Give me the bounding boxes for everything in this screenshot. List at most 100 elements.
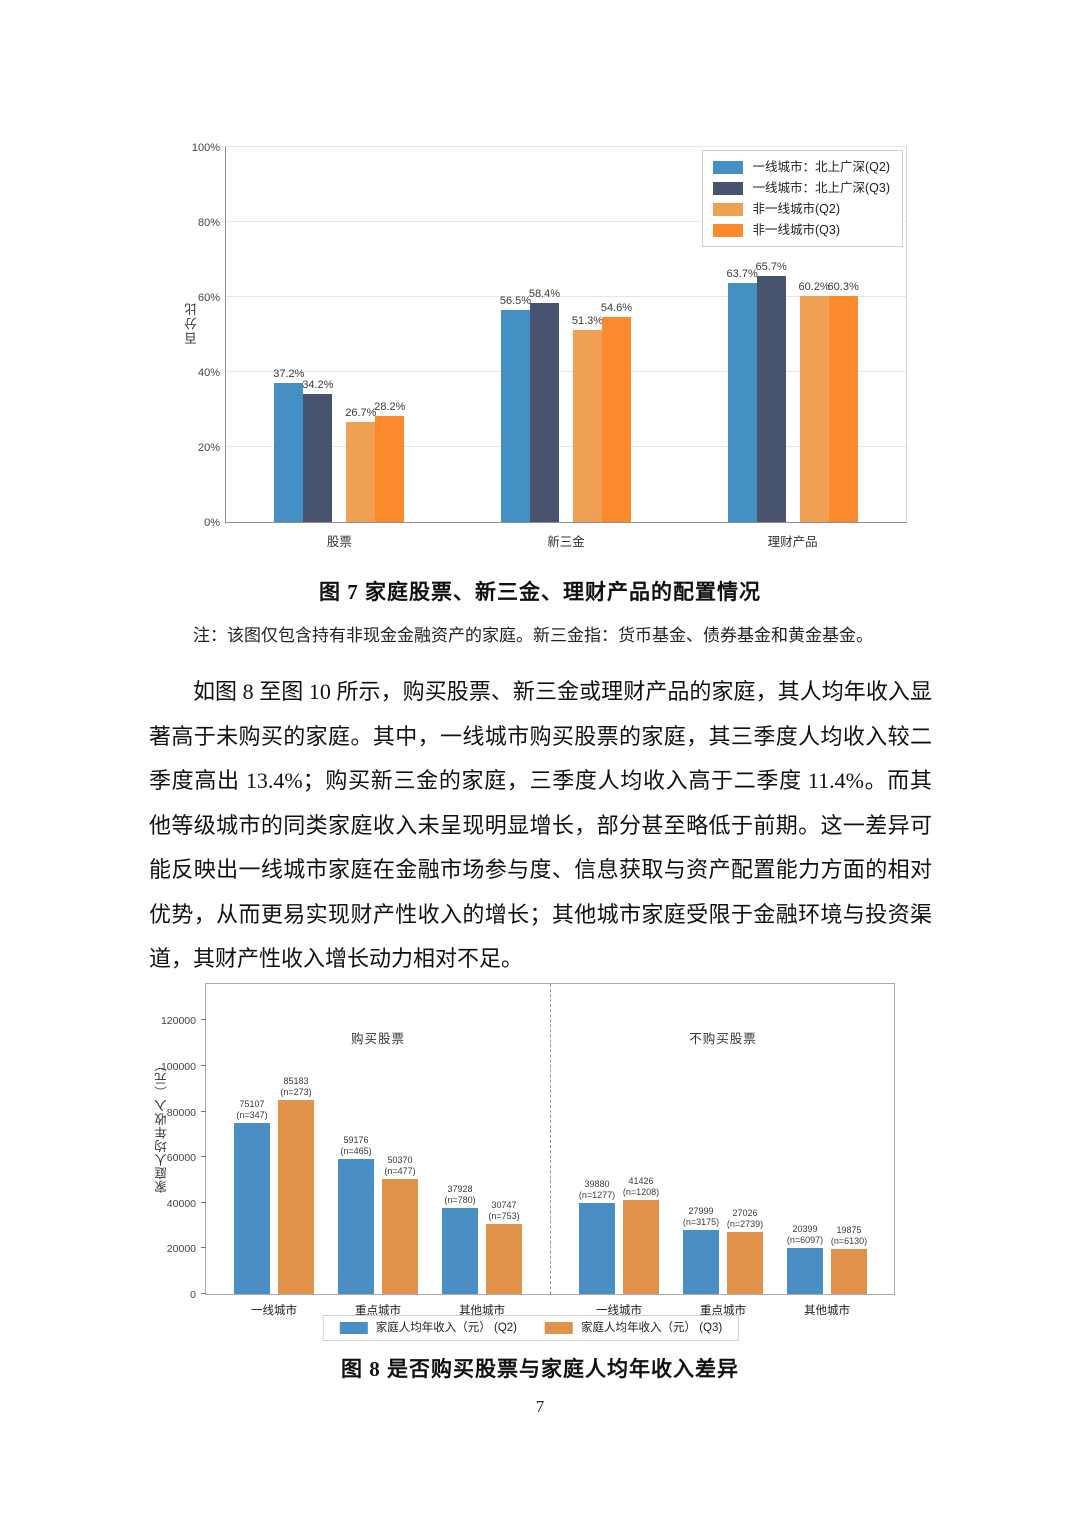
figure7-legend: 一线城市：北上广深(Q2) 一线城市：北上广深(Q3) 非一线城市(Q2) 非一线城市… <box>702 150 903 247</box>
bar: 41426 (n=1208) <box>623 1176 659 1294</box>
bar: 19875 (n=6130) <box>831 1225 867 1294</box>
page-number: 7 <box>535 1397 545 1416</box>
legend-label: 非一线城市(Q3) <box>752 223 840 237</box>
bar-value: 75107 <box>239 1098 265 1109</box>
legend-item: 一线城市：北上广深(Q2) <box>713 160 890 174</box>
category-group: 59176 (n=465) 50370 (n=477) 重点城市 <box>338 1135 418 1317</box>
category-group: 20399 (n=6097) 19875 (n=6130) 其他城市 <box>787 1224 867 1317</box>
y-axis-tick-label: 20% <box>197 442 220 454</box>
bar: 30747 (n=753) <box>486 1200 522 1294</box>
bar-value-label: 30747 (n=753) <box>488 1200 519 1222</box>
x-axis-category-label: 其他城市 <box>459 1305 505 1317</box>
legend-label: 一线城市：北上广深(Q2) <box>752 160 890 174</box>
legend-label: 一线城市：北上广深(Q3) <box>752 181 890 195</box>
bar-value-label: 58.4% <box>528 288 561 300</box>
gridline <box>226 296 906 297</box>
figure8-legend: 家庭人均年收入（元） (Q2) 家庭人均年收入（元） (Q3) <box>322 1315 740 1341</box>
y-axis-tick-label: 100000 <box>160 1061 196 1074</box>
bar-value-label: 27999 (n=3175) <box>683 1206 719 1228</box>
bar-sample-size: (n=780) <box>444 1194 476 1205</box>
bar-value-label: 56.5% <box>499 295 532 308</box>
gridline <box>226 446 906 447</box>
y-axis-tick-label: 60000 <box>166 1152 196 1165</box>
bar-value-label: 50370 (n=477) <box>384 1155 415 1177</box>
figure7-plot: 一线城市：北上广深(Q2) 一线城市：北上广深(Q3) 非一线城市(Q2) 非一线城市… <box>192 142 907 550</box>
x-axis-category-label: 新三金 <box>547 535 585 549</box>
bar-value-label: 26.7% <box>345 406 377 419</box>
bar: 20399 (n=6097) <box>787 1224 823 1294</box>
bar-value: 20399 <box>792 1223 818 1234</box>
bar-groups: 75107 (n=347) 85183 (n=273) 一线城市 59176 (n=465)… <box>206 984 550 1317</box>
bar: 56.5% <box>500 295 531 522</box>
y-axis-tick-mark <box>201 1065 206 1067</box>
legend-label: 家庭人均年收入（元） (Q3) <box>581 1322 723 1334</box>
bar-sample-size: (n=1208) <box>622 1186 660 1197</box>
category-group: 63.7% 65.7% 60.2% 60.3% 理财产品 <box>727 261 859 549</box>
bar-sample-size: (n=2739) <box>726 1219 764 1230</box>
x-axis-category-label: 重点城市 <box>355 1305 401 1317</box>
y-axis-tick-label: 120000 <box>160 1015 196 1028</box>
bar: 63.7% <box>727 268 758 522</box>
figure7-caption: 图 7 家庭股票、新三金、理财产品的配置情况 <box>319 580 761 604</box>
bar-value-label: 65.7% <box>755 260 787 273</box>
bar-value-label: 37928 (n=780) <box>444 1184 475 1206</box>
y-axis-tick-label: 40% <box>197 367 220 379</box>
y-axis-tick-label: 0% <box>204 517 220 529</box>
bar: 39880 (n=1277) <box>579 1179 615 1294</box>
bar-value: 30747 <box>491 1199 517 1210</box>
bar-sample-size: (n=1277) <box>578 1190 616 1201</box>
bar-groups: 39880 (n=1277) 41426 (n=1208) 一线城市 27999 (n=31… <box>551 984 895 1317</box>
bar-sample-size: (n=3175) <box>682 1217 720 1228</box>
bar-value-label: 19875 (n=6130) <box>831 1225 867 1247</box>
bar-value-label: 27026 (n=2739) <box>727 1208 763 1230</box>
gridline <box>226 221 906 222</box>
y-axis-tick-mark <box>201 1247 206 1249</box>
bar: 37928 (n=780) <box>442 1184 478 1294</box>
bar: 50370 (n=477) <box>382 1155 418 1294</box>
bar-value-label: 75107 (n=347) <box>236 1099 267 1121</box>
legend-item: 非一线城市(Q2) <box>713 202 890 216</box>
bar-value-label: 63.7% <box>726 268 758 281</box>
bar-value: 37928 <box>447 1183 473 1194</box>
x-axis-category-label: 重点城市 <box>700 1305 746 1317</box>
x-axis-category-label: 理财产品 <box>767 535 818 549</box>
category-group: 37928 (n=780) 30747 (n=753) 其他城市 <box>442 1184 522 1317</box>
bar-sample-size: (n=477) <box>384 1166 416 1177</box>
legend-item: 一线城市：北上广深(Q3) <box>713 181 890 195</box>
bar-value: 50370 <box>387 1155 413 1166</box>
legend-swatch <box>713 202 744 216</box>
legend-swatch <box>713 223 744 237</box>
bar: 85183 (n=273) <box>278 1076 314 1294</box>
y-axis-tick-label: 80% <box>197 217 220 229</box>
legend-item: 家庭人均年收入（元） (Q2) <box>339 1321 517 1335</box>
y-axis-tick-label: 60% <box>197 292 220 304</box>
bar: 26.7% <box>345 407 376 522</box>
body-paragraph: 如图 8 至图 10 所示，购买股票、新三金或理财产品的家庭，其人均年收入显著高… <box>149 679 932 971</box>
bar: 60.2% <box>799 281 830 522</box>
bar-value: 19875 <box>836 1224 862 1235</box>
bar-value-label: 28.2% <box>374 401 406 414</box>
bar-value: 85183 <box>283 1075 309 1086</box>
figure7-chart: 百分比 一线城市：北上广深(Q2) 一线城市：北上广深(Q3) 非一线城市(Q2) 非… <box>182 133 920 561</box>
bar: 28.2% <box>374 401 405 522</box>
bar: 51.3% <box>572 315 603 522</box>
bar: 34.2% <box>302 379 333 522</box>
bar-groups: 37.2% 34.2% 26.7% 28.2% 股票 56.5% 58.4% 51.3% 54.… <box>226 147 906 550</box>
legend-swatch <box>339 1322 368 1334</box>
y-axis-tick-mark <box>201 1019 206 1021</box>
bar-sample-size: (n=347) <box>236 1109 268 1120</box>
bar-value-label: 85183 (n=273) <box>280 1076 311 1098</box>
legend-label: 非一线城市(Q2) <box>752 202 840 216</box>
panel-title: 不购买股票 <box>689 1032 757 1046</box>
bar-sample-size: (n=273) <box>280 1086 312 1097</box>
panel: 不购买股票 39880 (n=1277) 41426 (n=1208) 一线城市 27999… <box>550 984 895 1317</box>
category-group: 37.2% 34.2% 26.7% 28.2% 股票 <box>273 368 405 550</box>
figure7-y-axis-label: 百分比 <box>185 301 199 345</box>
bar-value-label: 51.3% <box>571 314 604 327</box>
figure8-chart: 家庭人均年收入（元） 0 20000 40000 60000 80000 100000 12… <box>150 966 912 1352</box>
category-group: 27999 (n=3175) 27026 (n=2739) 重点城市 <box>683 1206 763 1317</box>
bar: 54.6% <box>601 302 632 522</box>
category-group: 75107 (n=347) 85183 (n=273) 一线城市 <box>234 1076 314 1317</box>
gridline <box>226 146 906 147</box>
